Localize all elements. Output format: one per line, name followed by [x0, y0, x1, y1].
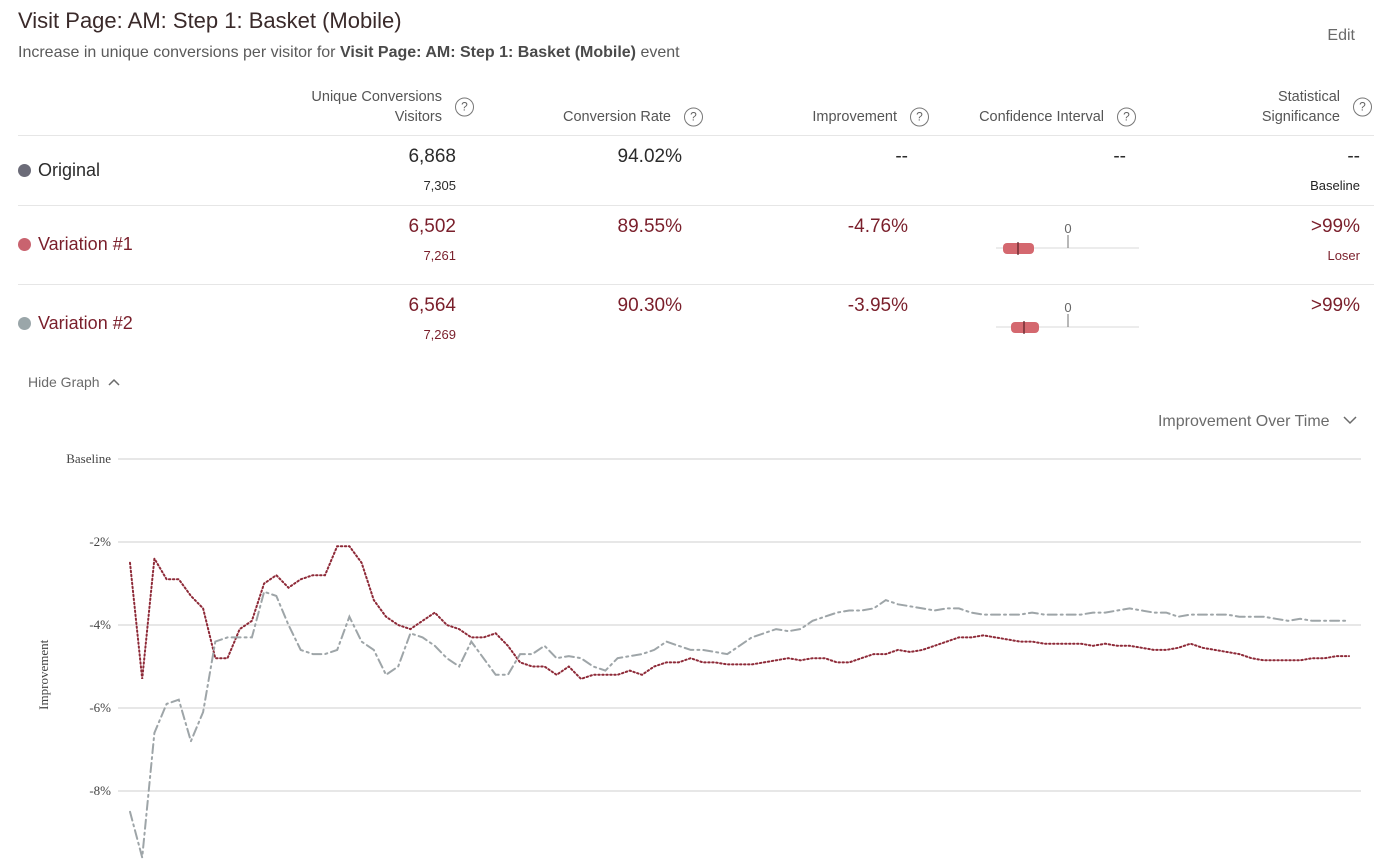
y-tick-label: -2% [89, 534, 111, 549]
hide-graph-toggle[interactable]: Hide Graph [28, 374, 121, 390]
help-icon[interactable]: ? [1353, 97, 1372, 117]
y-axis-label: Improvement [36, 639, 51, 709]
col-ci-label: Confidence Interval [979, 109, 1104, 125]
chevron-down-icon [1343, 416, 1357, 425]
help-icon[interactable]: ? [684, 107, 703, 127]
chevron-up-icon [108, 378, 121, 386]
ci-zero-label: 0 [1064, 221, 1071, 236]
col-conversions-header: Unique Conversions Visitors ? [254, 87, 474, 127]
y-tick-label: -6% [89, 700, 111, 715]
conversions-value: 6,868 [408, 146, 456, 167]
improvement-value: -3.95% [847, 295, 908, 316]
conversion-rate-value: 89.55% [617, 216, 682, 237]
col-sig-line2: Significance [1261, 109, 1340, 125]
table-row-variation-1: Variation #1 6,502 7,261 89.55% -4.76% 0… [18, 206, 1374, 285]
y-tick-label: -4% [89, 617, 111, 632]
col-conversions-line1: Unique Conversions [311, 89, 442, 105]
conversion-rate-value: 90.30% [617, 295, 682, 316]
subtitle-suffix: event [640, 44, 680, 61]
table-row-original: Original 6,868 7,305 94.02% -- -- -- Bas… [18, 136, 1374, 206]
subtitle-prefix: Increase in unique conversions per visit… [18, 44, 336, 61]
col-significance-header: Statistical Significance ? [1172, 87, 1372, 127]
col-sig-line1: Statistical [1277, 89, 1340, 105]
table-row-variation-2: Variation #2 6,564 7,269 90.30% -3.95% 0… [18, 285, 1374, 364]
help-icon[interactable]: ? [455, 97, 474, 117]
confidence-interval-graphic: 0 [996, 299, 1141, 339]
subtitle-event: Visit Page: AM: Step 1: Basket (Mobile) [339, 44, 637, 61]
col-rate-header: Conversion Rate ? [503, 107, 703, 127]
significance-note: Baseline [1310, 178, 1360, 193]
conversion-rate-value: 94.02% [617, 146, 682, 167]
confidence-interval-graphic: 0 [996, 220, 1141, 260]
visitors-value: 7,269 [423, 327, 456, 342]
col-conversions-line2: Visitors [394, 109, 442, 125]
significance-value: >99% [1310, 216, 1360, 237]
significance-value: >99% [1310, 295, 1360, 316]
y-tick-label: Baseline [66, 451, 111, 466]
variation-2-dot-icon [18, 317, 31, 330]
significance-value: -- [1347, 146, 1360, 167]
improvement-over-time-chart: Baseline -2% -4% -6% -8% Improvement [36, 451, 1361, 858]
variation-name: Variation #1 [18, 234, 133, 255]
col-improvement-header: Improvement ? [729, 107, 929, 127]
col-improvement-label: Improvement [812, 109, 897, 125]
visitors-value: 7,305 [423, 178, 456, 193]
visitors-value: 7,261 [423, 248, 456, 263]
confidence-interval-value: -- [1113, 146, 1126, 167]
hide-graph-label: Hide Graph [28, 374, 100, 390]
variation-1-dot-icon [18, 238, 31, 251]
ci-range-bar [1011, 322, 1039, 333]
variation-name: Variation #2 [18, 313, 133, 334]
results-table: Unique Conversions Visitors ? Conversion… [18, 82, 1374, 364]
help-icon[interactable]: ? [1117, 107, 1136, 127]
col-ci-header: Confidence Interval ? [936, 107, 1136, 127]
graph-metric-label: Improvement Over Time [1157, 413, 1330, 430]
page-subtitle: Increase in unique conversions per visit… [18, 44, 680, 62]
table-header: Unique Conversions Visitors ? Conversion… [18, 82, 1374, 136]
graph-metric-dropdown[interactable]: Improvement Over Time [1158, 413, 1358, 431]
original-dot-icon [18, 164, 31, 177]
improvement-value: -4.76% [847, 216, 908, 237]
y-tick-label: -8% [89, 783, 111, 798]
variation-1-series-line [129, 545, 1350, 681]
significance-note: Loser [1327, 248, 1360, 263]
help-icon[interactable]: ? [910, 107, 929, 127]
conversions-value: 6,564 [408, 295, 456, 316]
improvement-value: -- [895, 146, 908, 167]
edit-button[interactable]: Edit [1327, 27, 1355, 44]
page-title: Visit Page: AM: Step 1: Basket (Mobile) [18, 8, 402, 33]
conversions-value: 6,502 [408, 216, 456, 237]
ci-zero-label: 0 [1064, 300, 1071, 315]
col-rate-label: Conversion Rate [563, 109, 671, 125]
variation-name: Original [18, 160, 100, 181]
variation-2-series-line [129, 590, 1350, 858]
